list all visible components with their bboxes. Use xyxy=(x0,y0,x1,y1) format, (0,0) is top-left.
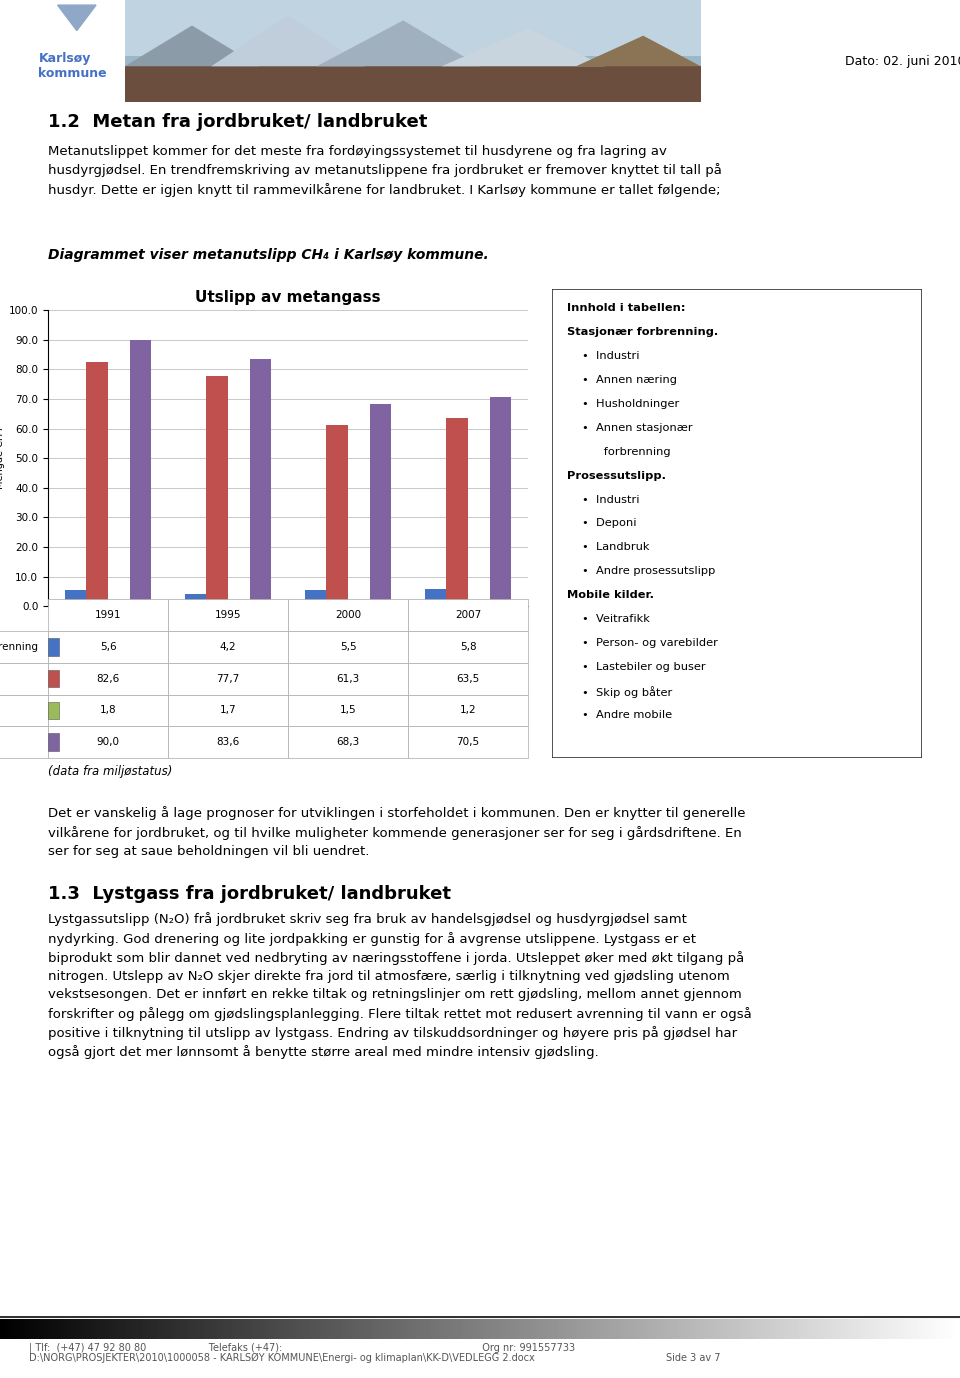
Text: 1.3  Lystgass fra jordbruket/ landbruket: 1.3 Lystgass fra jordbruket/ landbruket xyxy=(48,885,451,903)
Bar xyxy=(0,0,125,102)
Text: Det er vanskelig å lage prognoser for utviklingen i storfeholdet i kommunen. Den: Det er vanskelig å lage prognoser for ut… xyxy=(48,806,746,857)
Text: •  Deponi: • Deponi xyxy=(582,518,636,529)
Bar xyxy=(348,602,370,606)
Text: Metanutslippet kommer for det meste fra fordøyingssystemet til husdyrene og fra : Metanutslippet kommer for det meste fra … xyxy=(48,145,722,197)
Text: •  Veitrafikk: • Veitrafikk xyxy=(582,615,650,624)
Bar xyxy=(125,0,701,56)
Text: •  Skip og båter: • Skip og båter xyxy=(582,686,672,697)
Bar xyxy=(48,733,59,751)
Bar xyxy=(326,424,348,606)
Text: •  Annen stasjonær: • Annen stasjonær xyxy=(582,423,692,433)
Text: •  Lastebiler og buser: • Lastebiler og buser xyxy=(582,661,706,672)
Bar xyxy=(125,0,701,102)
Text: Stasjonær forbrenning.: Stasjonær forbrenning. xyxy=(566,328,718,338)
Polygon shape xyxy=(576,36,701,66)
Text: •  Person- og varebilder: • Person- og varebilder xyxy=(582,638,717,648)
Text: •  Industri: • Industri xyxy=(582,495,639,504)
Bar xyxy=(65,590,86,606)
Text: 1.2  Metan fra jordbruket/ landbruket: 1.2 Metan fra jordbruket/ landbruket xyxy=(48,113,427,131)
Polygon shape xyxy=(317,21,480,66)
Bar xyxy=(48,670,59,688)
Text: •  Industri: • Industri xyxy=(582,351,639,361)
Text: •  Husholdninger: • Husholdninger xyxy=(582,400,679,409)
Text: •  Andre mobile: • Andre mobile xyxy=(582,710,672,719)
Text: Dato: 02. juni 2010: Dato: 02. juni 2010 xyxy=(845,55,960,68)
Text: Prosessutslipp.: Prosessutslipp. xyxy=(566,471,666,481)
Text: Mobile kilder.: Mobile kilder. xyxy=(566,590,654,601)
Bar xyxy=(446,418,468,606)
Bar xyxy=(130,339,151,606)
Polygon shape xyxy=(125,25,259,66)
Text: forbrenning: forbrenning xyxy=(582,446,670,456)
Bar xyxy=(108,601,130,606)
Bar xyxy=(468,602,490,606)
Text: Diagrammet viser metanutslipp CH₄ i Karlsøy kommune.: Diagrammet viser metanutslipp CH₄ i Karl… xyxy=(48,248,489,262)
Bar xyxy=(370,404,392,606)
Polygon shape xyxy=(442,29,605,66)
Text: •  Landbruk: • Landbruk xyxy=(582,543,649,553)
Bar xyxy=(250,358,271,606)
Polygon shape xyxy=(58,6,96,30)
Y-axis label: Mengde CH4: Mengde CH4 xyxy=(0,427,5,489)
Bar xyxy=(424,590,446,606)
Bar xyxy=(125,66,701,102)
Text: D:\NORG\PROSJEKTER\2010\1000058 - KARLSØY KOMMUNE\Energi- og klimaplan\KK-D\VEDL: D:\NORG\PROSJEKTER\2010\1000058 - KARLSØ… xyxy=(29,1353,720,1363)
Bar xyxy=(304,590,326,606)
Bar xyxy=(48,701,59,719)
Title: Utslipp av metangass: Utslipp av metangass xyxy=(195,289,381,305)
Text: | Tlf:  (+47) 47 92 80 80                    Telefaks (+47):                    : | Tlf: (+47) 47 92 80 80 Telefaks (+47): xyxy=(29,1342,575,1353)
Text: Karlsøy
kommune: Karlsøy kommune xyxy=(38,52,107,80)
Text: (data fra miljøstatus): (data fra miljøstatus) xyxy=(48,765,173,777)
Polygon shape xyxy=(211,15,365,66)
Bar xyxy=(490,397,512,606)
Bar xyxy=(206,376,228,606)
Text: Innhold i tabellen:: Innhold i tabellen: xyxy=(566,303,685,313)
Text: •  Andre prosessutslipp: • Andre prosessutslipp xyxy=(582,566,715,576)
Bar xyxy=(86,361,108,606)
Bar xyxy=(184,594,206,606)
Bar xyxy=(48,638,59,656)
Text: Lystgassutslipp (N₂O) frå jordbruket skriv seg fra bruk av handelsgjødsel og hus: Lystgassutslipp (N₂O) frå jordbruket skr… xyxy=(48,912,752,1060)
Bar xyxy=(228,601,250,606)
Text: •  Annen næring: • Annen næring xyxy=(582,375,677,384)
